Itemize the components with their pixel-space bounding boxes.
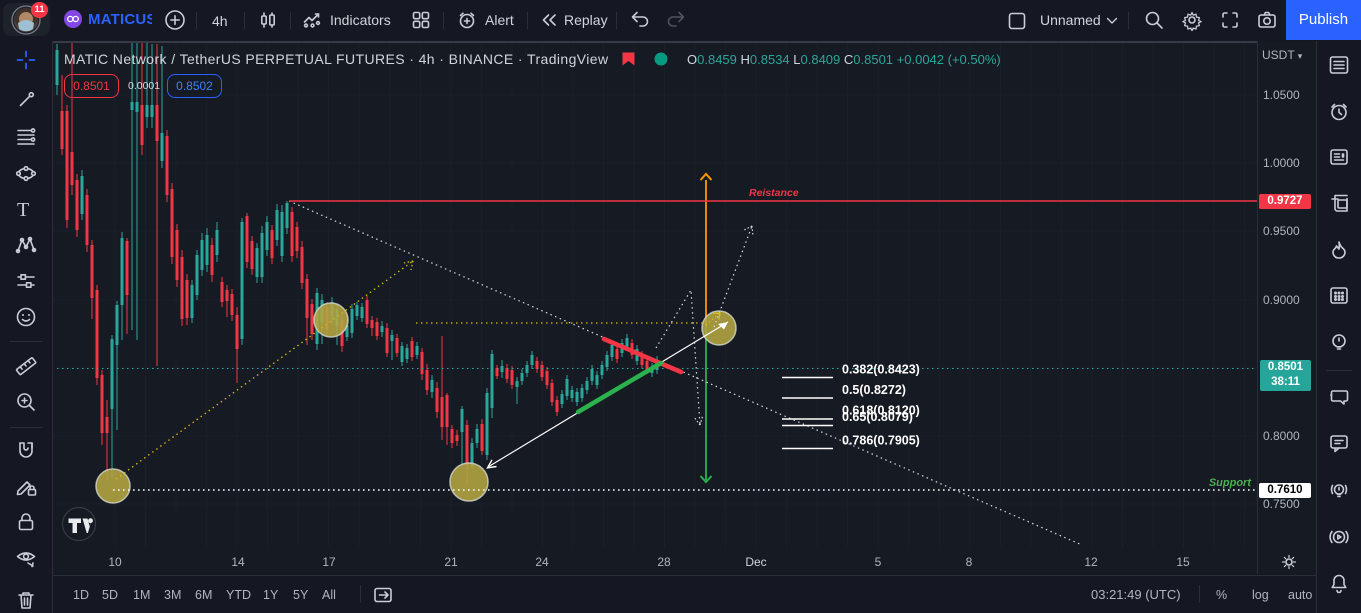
svg-text:0.786(0.7905): 0.786(0.7905) <box>842 434 920 448</box>
svg-text:Dec: Dec <box>745 555 766 569</box>
svg-text:17: 17 <box>322 555 336 569</box>
svg-text:14: 14 <box>231 555 245 569</box>
svg-text:28: 28 <box>657 555 671 569</box>
svg-text:24: 24 <box>535 555 549 569</box>
svg-text:0.618(0.8120): 0.618(0.8120) <box>842 404 920 418</box>
svg-text:12: 12 <box>1084 555 1098 569</box>
svg-text:0.65(0.8079): 0.65(0.8079) <box>842 410 913 424</box>
svg-text:Reistance: Reistance <box>749 187 799 199</box>
svg-text:10: 10 <box>108 555 122 569</box>
svg-text:Support: Support <box>1209 477 1252 489</box>
svg-text:0.382(0.8423): 0.382(0.8423) <box>842 363 920 377</box>
svg-text:8: 8 <box>966 555 973 569</box>
svg-text:15: 15 <box>1176 555 1190 569</box>
svg-text:5: 5 <box>875 555 882 569</box>
svg-text:21: 21 <box>444 555 458 569</box>
svg-text:0.5(0.8272): 0.5(0.8272) <box>842 383 906 397</box>
